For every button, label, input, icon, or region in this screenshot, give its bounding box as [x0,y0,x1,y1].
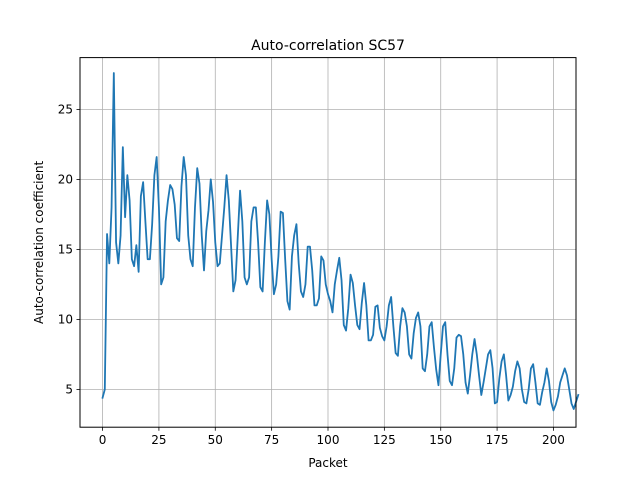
x-tick-label: 150 [429,433,452,447]
y-axis-label: Auto-correlation coefficient [32,161,46,324]
x-axis-label: Packet [308,456,348,470]
y-tick-label: 15 [58,243,73,257]
axis-ticks: 0 25 50 75 100 125 150 175 200 5 10 15 20 25 [58,103,565,448]
x-tick-label: 75 [264,433,279,447]
x-tick-label: 175 [486,433,509,447]
y-tick-label: 20 [58,173,73,187]
grid-lines [80,57,576,428]
x-tick-label: 25 [151,433,166,447]
series-line [101,72,580,412]
chart-title: Auto-correlation SC57 [251,38,405,54]
x-tick-label: 125 [373,433,396,447]
y-tick-label: 25 [58,103,73,117]
x-tick-label: 200 [542,433,565,447]
x-tick-label: 100 [317,433,340,447]
y-tick-label: 5 [65,383,73,397]
x-tick-label: 50 [208,433,223,447]
x-tick-label: 0 [99,433,107,447]
y-tick-label: 10 [58,313,73,327]
